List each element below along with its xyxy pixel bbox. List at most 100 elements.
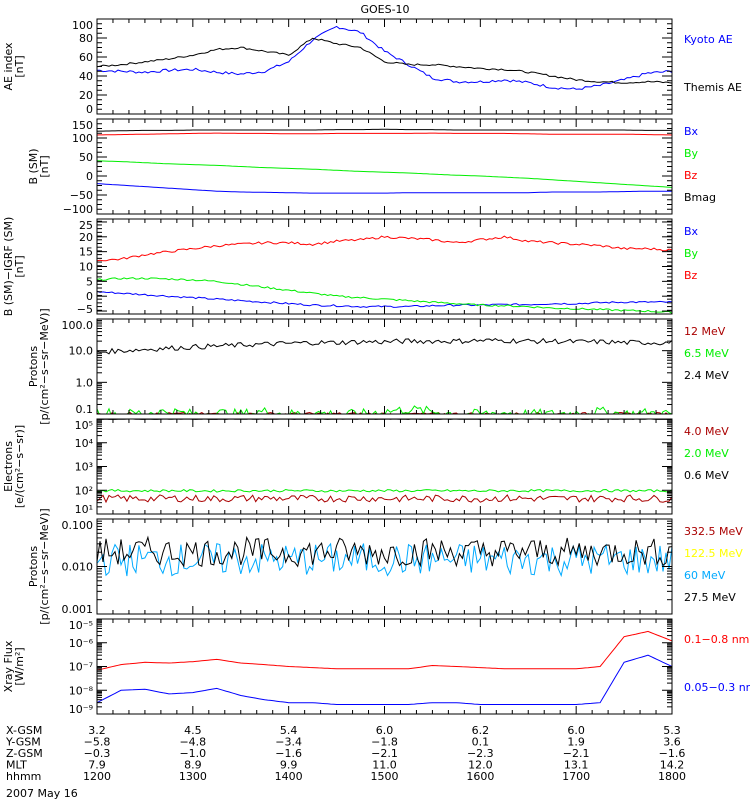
series-line-bx (97, 290, 672, 308)
legend-entry: Bmag (684, 191, 716, 204)
y-tick-label: 20 (79, 231, 93, 244)
x-axis-value: 1300 (179, 770, 207, 783)
y-axis-unit: [p/(cm²−s−sr−MeV)] (38, 508, 51, 624)
series-line-bz (97, 235, 672, 262)
x-axis-value: 1500 (371, 770, 399, 783)
legend-entry: 12 MeV (684, 325, 726, 338)
legend-entry: By (684, 247, 699, 260)
x-axis-value: 5.4 (280, 724, 298, 737)
legend-entry: 332.5 MeV (684, 525, 743, 538)
legend-entry: Themis AE (683, 81, 742, 94)
legend-entry: Bx (684, 225, 699, 238)
x-axis-value: 11.0 (372, 759, 397, 772)
y-axis-unit: [nT] (38, 155, 51, 177)
legend-entry: Bx (684, 125, 699, 138)
panel-frame (96, 618, 673, 715)
y-tick-label: 0.100 (62, 519, 94, 532)
x-axis-value: −2.1 (563, 747, 590, 760)
y-tick-label: 10 (79, 261, 93, 274)
y-tick-label: −5 (77, 303, 93, 316)
legend-entry: Bz (684, 269, 698, 282)
y-tick-label: 20 (79, 89, 93, 102)
y-axis-label: AE index (2, 42, 15, 91)
panel-xray: 0.1−0.8 nm 0.05−0.3 nm 10⁻⁹ 10⁻⁸ 10⁻⁷ 10⁻⁶ 10⁻… (2, 618, 750, 716)
legend-entry: 2.4 MeV (684, 369, 729, 382)
series-line-themis-ae (97, 37, 672, 84)
legend-entry: 122.5 MeV (684, 547, 743, 560)
y-tick-label: −50 (70, 189, 93, 202)
x-axis-row-label: MLT (6, 759, 27, 772)
legend-entry: By (684, 147, 699, 160)
x-axis-row-label: hhmm (6, 770, 41, 783)
y-axis-label: B (SM)−IGRF (SM) (2, 217, 15, 317)
y-tick-label: 100 (72, 19, 93, 32)
y-tick-label: 10⁵ (75, 419, 93, 432)
panel-frame (96, 218, 673, 315)
y-axis-label: Electrons (2, 441, 15, 492)
x-axis-value: 1800 (658, 770, 686, 783)
series-line-2-0-mev (97, 488, 672, 493)
x-axis-value: 6.0 (567, 724, 585, 737)
series-line-4-0-mev (97, 494, 672, 504)
legend-entry: 4.0 MeV (684, 425, 729, 438)
panel-e: 4.0 MeV 2.0 MeV 0.6 MeV 10¹ 10² 10³ 10⁴ 10⁵ Elec… (2, 418, 729, 516)
y-axis-label: Xray Flux (2, 640, 15, 692)
y-axis-unit: [nT] (13, 55, 26, 77)
x-axis-row-label: Z-GSM (6, 747, 43, 760)
y-tick-label: 10⁻⁵ (69, 619, 93, 632)
y-tick-label: 25 (79, 219, 93, 232)
x-axis-value: −2.3 (467, 747, 494, 760)
x-axis-value: −1.0 (179, 747, 206, 760)
y-tick-label: −100 (63, 203, 93, 216)
x-axis-value: 1700 (562, 770, 590, 783)
panel-p_high: 332.5 MeV 122.5 MeV 60 MeV 27.5 MeV 0.001 0.0… (27, 508, 743, 624)
x-axis-value: 7.9 (88, 759, 106, 772)
series-line-2-4-mev (97, 337, 672, 355)
x-axis-value: 14.2 (660, 759, 685, 772)
legend-entry: 0.6 MeV (684, 469, 729, 482)
date-label: 2007 May 16 (6, 787, 78, 800)
y-tick-label: 0 (86, 103, 93, 116)
y-tick-label: 10⁻⁹ (69, 703, 93, 716)
y-tick-label: 40 (79, 70, 93, 83)
y-axis-unit: [W/m²] (13, 647, 26, 685)
y-tick-label: 10.0 (69, 345, 94, 358)
x-axis-value: 1400 (275, 770, 303, 783)
x-axis-value: 9.9 (280, 759, 298, 772)
x-axis-value: 1.9 (567, 736, 585, 749)
y-tick-label: 1.0 (76, 376, 94, 389)
y-tick-label: 10⁴ (75, 437, 94, 450)
legend-entry: Bz (684, 169, 698, 182)
y-tick-label: 150 (72, 119, 93, 132)
legend-entry: 2.0 MeV (684, 447, 729, 460)
y-tick-label: 50 (79, 151, 93, 164)
series-line-bmag (97, 128, 672, 132)
series-line-bz (97, 132, 672, 136)
y-tick-label: 60 (79, 51, 93, 64)
y-tick-label: 0 (86, 290, 93, 303)
x-axis-value: 1600 (466, 770, 494, 783)
x-axis-value: −3.4 (275, 736, 302, 749)
series-line-by (97, 160, 672, 188)
series-line-0-1-0-8-nm (97, 630, 672, 671)
x-axis-value: 12.0 (468, 759, 493, 772)
legend-entry: Kyoto AE (684, 33, 733, 46)
y-tick-label: 10² (75, 484, 93, 497)
chart-title: GOES-10 (360, 3, 409, 16)
y-tick-label: 0.010 (62, 561, 94, 574)
x-axis-value: 1200 (83, 770, 111, 783)
y-tick-label: 10¹ (75, 503, 93, 516)
x-axis-value: 6.0 (376, 724, 394, 737)
y-axis-unit: [p/(cm²−s−sr−MeV)] (38, 308, 51, 424)
x-axis-value: −0.3 (84, 747, 111, 760)
x-axis-value: 5.3 (663, 724, 681, 737)
x-axis-value: 3.2 (88, 724, 106, 737)
y-tick-label: 0.001 (62, 603, 94, 616)
panel-p_low: 12 MeV 6.5 MeV 2.4 MeV 0.1 1.0 10.0 100.0 Proto… (27, 308, 729, 424)
x-axis-value: 8.9 (184, 759, 202, 772)
panel-frame (96, 318, 673, 415)
y-tick-label: 100 (72, 132, 93, 145)
legend-entry: 6.5 MeV (684, 347, 729, 360)
